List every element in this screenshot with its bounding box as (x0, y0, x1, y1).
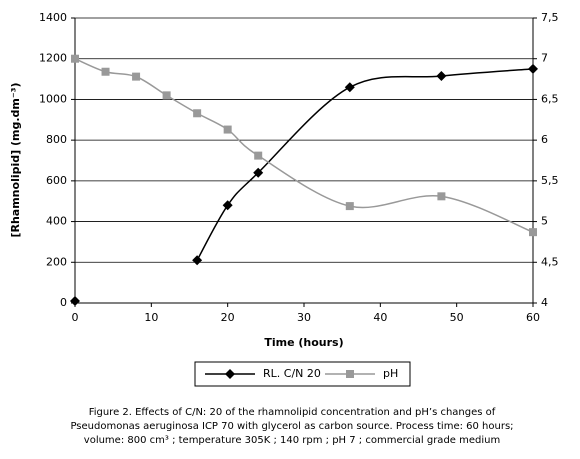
series-line (196, 68, 534, 261)
x-tick-label: 60 (526, 311, 540, 324)
y2-tick-label: 6 (541, 133, 548, 146)
legend-marker (346, 370, 354, 378)
data-point (101, 67, 110, 76)
y-tick-label: 1400 (39, 11, 67, 24)
x-tick-label: 30 (297, 311, 311, 324)
y-tick-label: 200 (46, 255, 67, 268)
data-point (222, 200, 233, 211)
data-point (529, 228, 537, 237)
legend-box (194, 361, 411, 387)
data-point (528, 63, 538, 74)
y2-tick-label: 4,5 (541, 255, 559, 268)
data-point (253, 167, 264, 178)
y2-tick-label: 4 (541, 296, 548, 309)
data-point (193, 109, 202, 118)
y-tick-label: 400 (46, 215, 67, 228)
caption: Pseudomonas aeruginosa ICP 70 with glyce… (70, 421, 513, 432)
y2-tick-label: 7 (541, 52, 548, 65)
y-tick-label: 1200 (39, 52, 67, 65)
x-tick-label: 40 (373, 311, 387, 324)
x-tick-label: 50 (450, 311, 464, 324)
legend-label: RL. C/N 20 (263, 367, 321, 380)
y-tick-label: 800 (46, 133, 67, 146)
caption: volume: 800 cm³ ; temperature 305K ; 140… (84, 435, 500, 446)
y2-tick-label: 5 (541, 215, 548, 228)
data-point (436, 71, 447, 82)
x-tick-label: 10 (144, 311, 158, 324)
series-line (74, 58, 534, 233)
data-point (132, 72, 141, 81)
x-tick-label: 0 (72, 311, 79, 324)
data-point (345, 202, 354, 211)
data-point (71, 54, 79, 63)
y2-tick-label: 5,5 (541, 174, 559, 187)
y-tick-label: 1000 (39, 92, 67, 105)
y-tick-label: 600 (46, 174, 67, 187)
legend-marker (225, 369, 235, 379)
x-axis-label: Time (hours) (264, 336, 343, 349)
x-tick-label: 20 (221, 311, 235, 324)
y2-tick-label: 6,5 (541, 92, 559, 105)
data-point (254, 151, 263, 160)
data-point (70, 295, 80, 306)
y-tick-label: 0 (60, 296, 67, 309)
data-point (437, 192, 446, 201)
data-point (344, 82, 355, 93)
caption: Figure 2. Effects of C/N: 20 of the rham… (89, 407, 496, 418)
data-point (192, 255, 203, 266)
data-point (223, 125, 232, 134)
y-axis-label: [Rhamnolipid] (mg.dm⁻³) (9, 82, 22, 237)
legend-label: pH (383, 367, 398, 380)
y2-tick-label: 7,5 (541, 11, 559, 24)
data-point (162, 91, 171, 100)
